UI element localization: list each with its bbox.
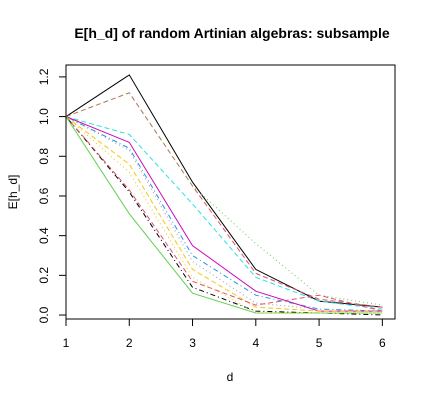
series-line-12	[65, 116, 383, 314]
series-line-1	[65, 74, 383, 308]
series-line-3	[65, 92, 383, 306]
x-tick-label-3: 3	[189, 336, 196, 350]
y-tick-label-0.2: 0.2	[37, 267, 51, 284]
x-tick-label-6: 6	[379, 336, 386, 350]
x-tick-label-2: 2	[126, 336, 133, 350]
y-tick-label-1.2: 1.2	[37, 68, 51, 85]
series-line-5	[65, 116, 383, 312]
x-tick-label-5: 5	[316, 336, 323, 350]
series-line-6	[65, 116, 383, 312]
y-tick-label-0.4: 0.4	[37, 227, 51, 244]
y-tick-label-0.8: 0.8	[37, 148, 51, 165]
series-layer	[65, 74, 383, 316]
x-tick-label-1: 1	[63, 336, 70, 350]
x-axis-label: d	[227, 370, 234, 384]
y-axis: 0.0 0.2 0.4 0.6 0.8 1.0 1.2	[37, 68, 67, 323]
series-line-7	[65, 116, 383, 312]
chart-title: E[h_d] of random Artinian algebras: subs…	[74, 25, 390, 41]
series-line-9	[65, 116, 383, 316]
x-tick-label-4: 4	[252, 336, 259, 350]
y-tick-label-0.0: 0.0	[37, 306, 51, 323]
y-axis-label: E[h_d]	[6, 175, 20, 210]
series-line-11	[65, 116, 383, 314]
y-tick-label-1.0: 1.0	[37, 108, 51, 125]
series-line-10	[65, 116, 383, 312]
x-axis: 1 2 3 4 5 6	[63, 318, 386, 350]
series-line-8	[65, 116, 383, 312]
series-line-4	[65, 116, 383, 310]
y-tick-label-0.6: 0.6	[37, 187, 51, 204]
